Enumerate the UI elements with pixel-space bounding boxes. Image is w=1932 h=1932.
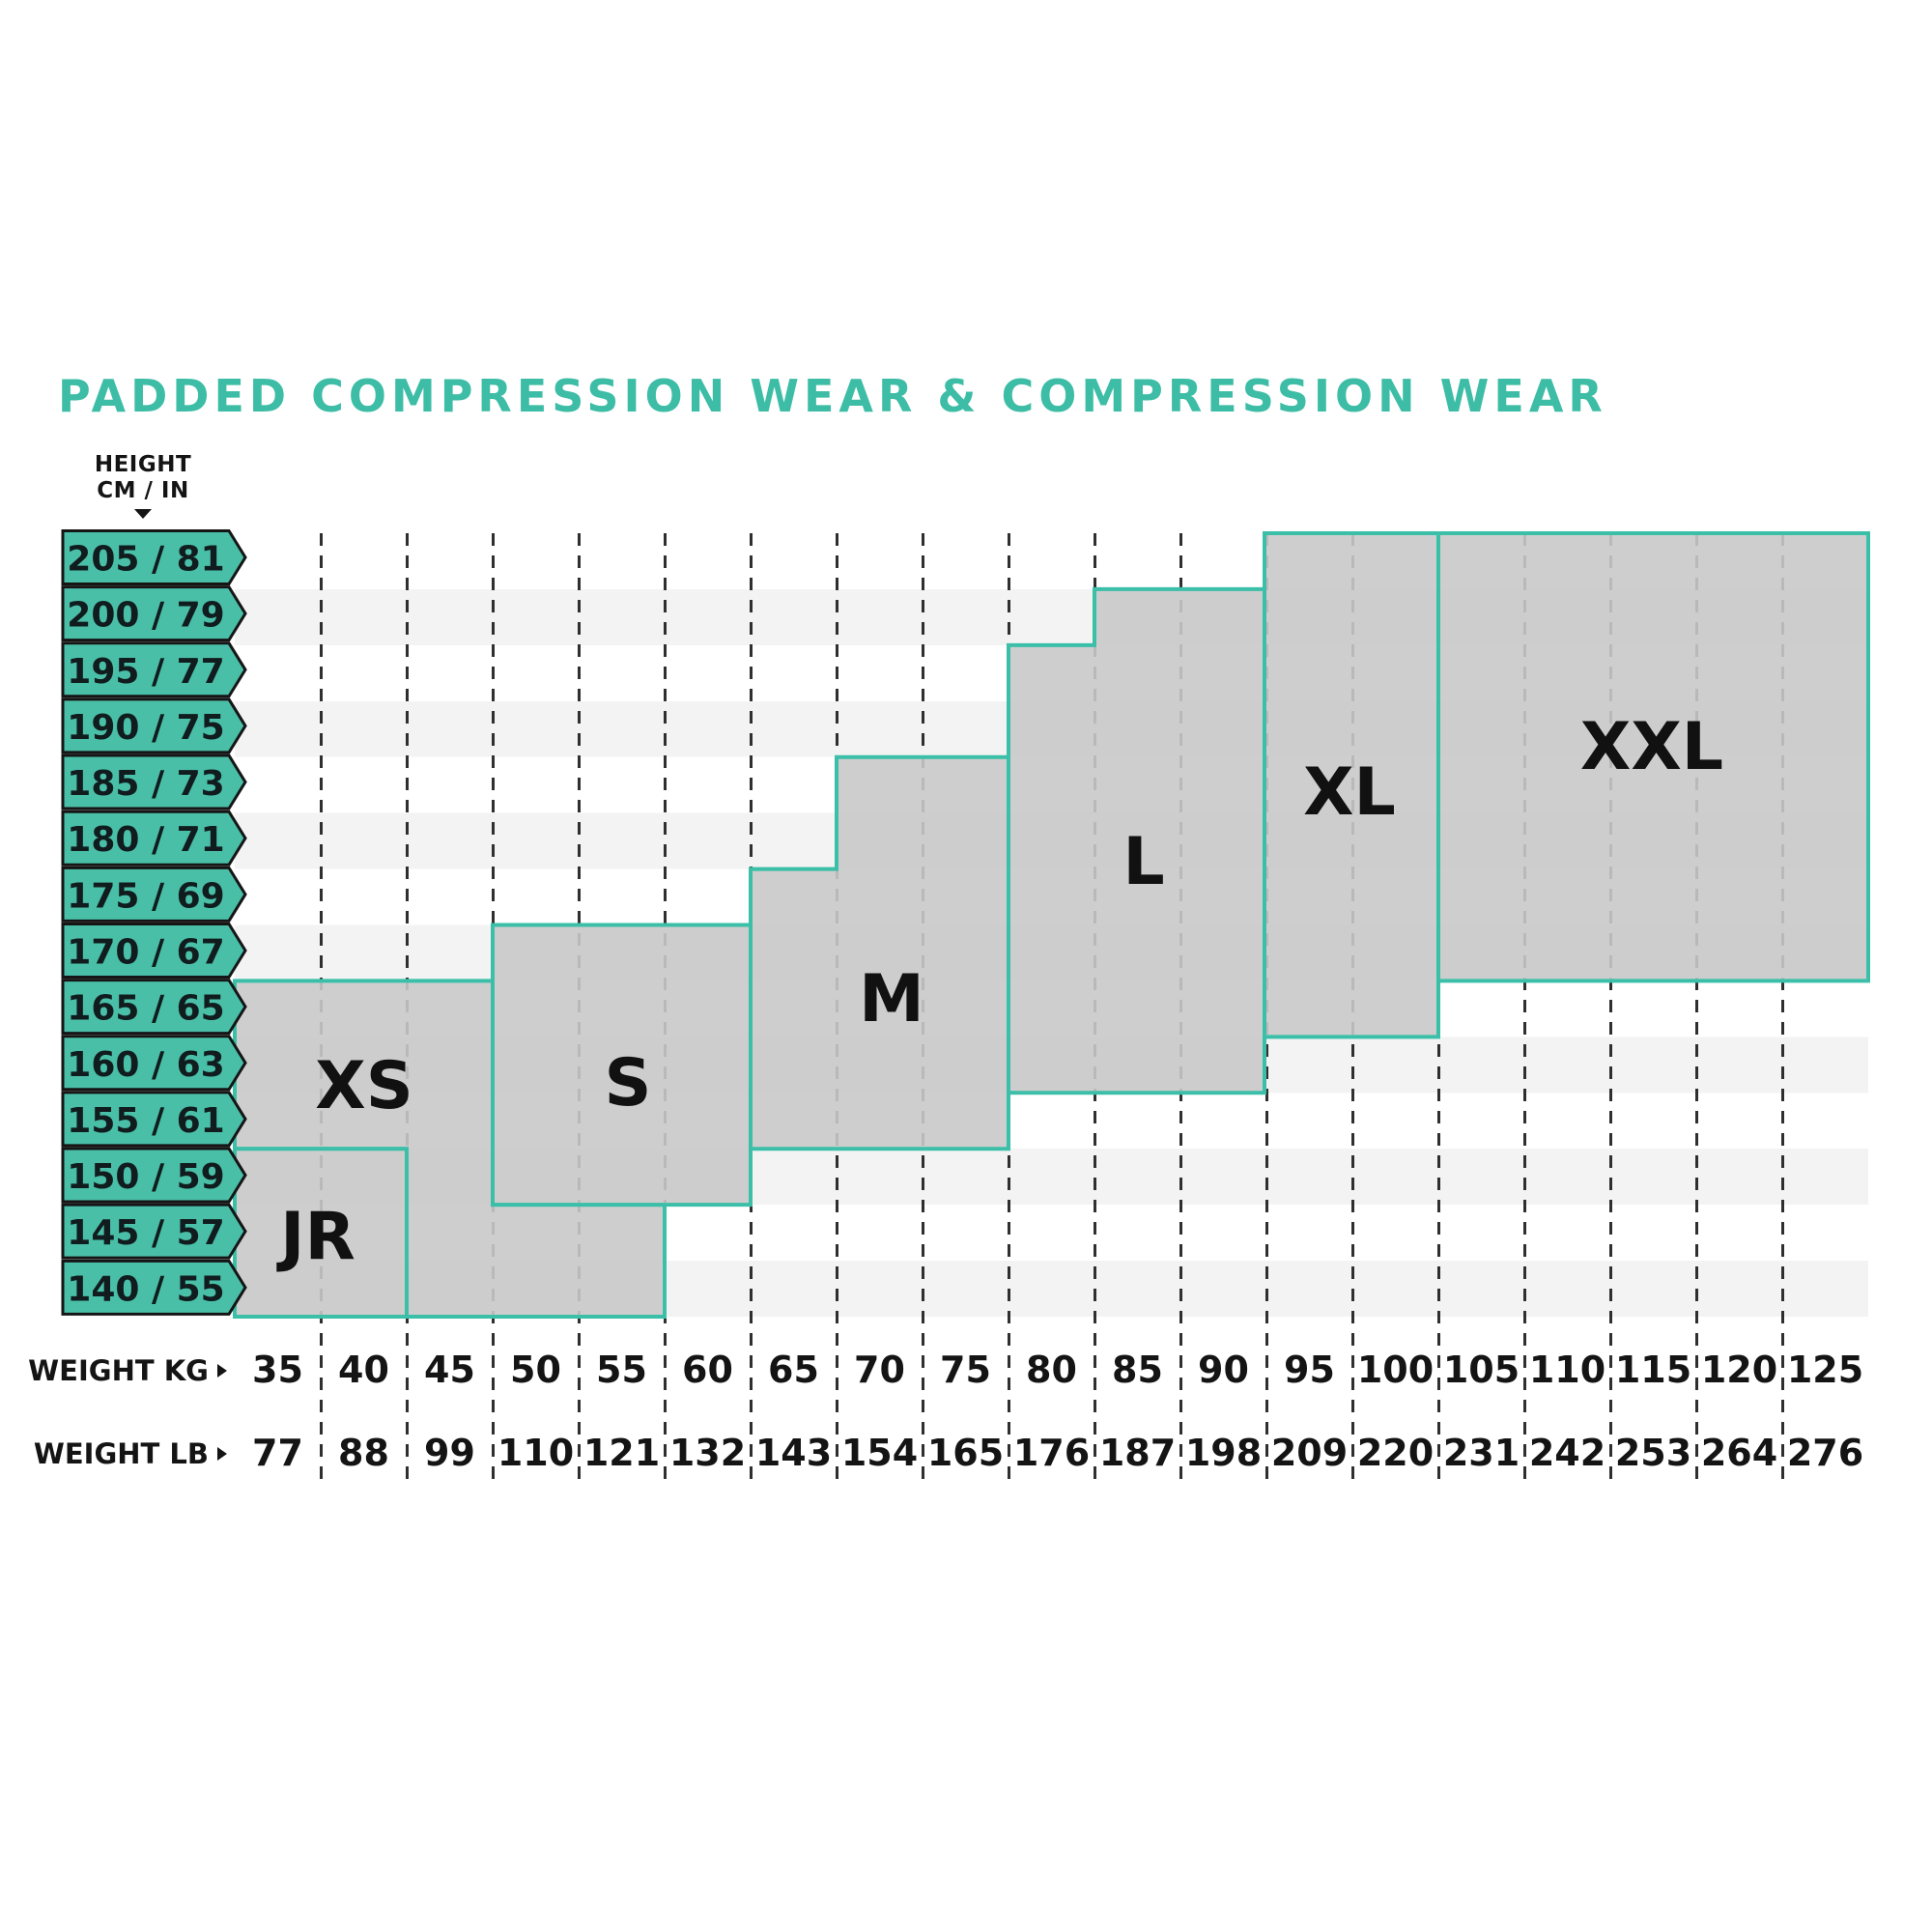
weight-lb-value: 99 — [424, 1432, 475, 1474]
height-badge-label: 175 / 69 — [67, 876, 224, 916]
height-badge-label: 180 / 71 — [67, 820, 224, 860]
weight-kg-value: 55 — [596, 1349, 647, 1391]
size-region-label-l: L — [1122, 824, 1164, 900]
weight-lb-value: 165 — [926, 1432, 1005, 1474]
weight-kg-value: 125 — [1786, 1349, 1864, 1391]
size-region-label-xl: XL — [1303, 754, 1396, 831]
height-badge — [61, 1091, 247, 1148]
chart-area: XS JR S M L XL XXL — [233, 531, 1870, 1485]
weight-lb-value: 110 — [497, 1432, 575, 1474]
weight-kg-value: 75 — [940, 1349, 991, 1391]
weight-kg-value: 105 — [1442, 1349, 1520, 1391]
weight-kg-value: 65 — [768, 1349, 819, 1391]
weight-lb-value: 88 — [338, 1432, 389, 1474]
height-badge — [61, 753, 247, 810]
weight-lb-value: 121 — [582, 1432, 661, 1474]
weight-kg-value: 120 — [1700, 1349, 1778, 1391]
weight-kg-value: 90 — [1198, 1349, 1249, 1391]
height-badge — [61, 585, 247, 642]
weight-lb-value: 176 — [1012, 1432, 1091, 1474]
height-badge-label: 195 / 77 — [67, 652, 224, 692]
weight-lb-value: 187 — [1098, 1432, 1177, 1474]
weight-lb-value: 253 — [1614, 1432, 1692, 1474]
weight-kg-value: 70 — [854, 1349, 905, 1391]
weight-lb-value: 276 — [1786, 1432, 1864, 1474]
weight-lb-value: 77 — [252, 1432, 303, 1474]
height-badge-label: 190 / 75 — [67, 708, 224, 748]
weight-kg-value: 35 — [252, 1349, 303, 1391]
weight-kg-value: 45 — [424, 1349, 475, 1391]
height-badge — [61, 979, 247, 1036]
height-badge — [61, 866, 247, 923]
size-region-label-s: S — [605, 1045, 652, 1122]
right-arrow-icon — [217, 1364, 227, 1378]
weight-kg-label-text: WEIGHT KG — [28, 1354, 209, 1387]
height-badge — [61, 810, 247, 867]
weight-lb-value: 264 — [1700, 1432, 1778, 1474]
height-axis-title-line2: CM / IN — [97, 478, 189, 503]
weight-lb-value: 231 — [1442, 1432, 1520, 1474]
weight-lb-value: 209 — [1270, 1432, 1349, 1474]
height-badge — [61, 529, 247, 585]
weight-kg-value: 60 — [682, 1349, 733, 1391]
weight-kg-axis-label: WEIGHT KG — [28, 1354, 227, 1387]
height-badge — [61, 1259, 247, 1316]
down-arrow-icon — [134, 509, 152, 519]
height-badges-column: 205 / 81 200 / 79 195 / 77 190 / 75 185 / 73… — [61, 529, 247, 1316]
height-badge-label: 185 / 73 — [67, 764, 224, 804]
height-badge — [61, 1147, 247, 1204]
weight-kg-value: 110 — [1528, 1349, 1606, 1391]
weight-kg-value: 85 — [1112, 1349, 1163, 1391]
height-badge-label: 160 / 63 — [67, 1045, 224, 1085]
size-region-label-m: M — [859, 961, 924, 1037]
weight-lb-value: 143 — [754, 1432, 833, 1474]
weight-kg-value: 50 — [510, 1349, 561, 1391]
height-badge — [61, 641, 247, 698]
height-axis-header: HEIGHT CM / IN — [56, 452, 230, 519]
weight-lb-label-text: WEIGHT LB — [33, 1437, 209, 1470]
height-badge — [61, 697, 247, 754]
height-badge-label: 205 / 81 — [67, 540, 224, 580]
weight-kg-value: 40 — [338, 1349, 389, 1391]
weight-kg-value: 80 — [1026, 1349, 1077, 1391]
weight-kg-value: 100 — [1356, 1349, 1435, 1391]
height-badge — [61, 1035, 247, 1092]
weight-kg-value: 95 — [1284, 1349, 1335, 1391]
height-badge — [61, 922, 247, 979]
weight-lb-value: 198 — [1184, 1432, 1263, 1474]
size-regions-layer: XS JR S M L XL XXL — [233, 531, 1870, 1319]
height-badge — [61, 1203, 247, 1260]
weight-kg-value: 115 — [1614, 1349, 1692, 1391]
size-region-label-xxl: XXL — [1580, 709, 1723, 785]
size-region-label-jr: JR — [276, 1199, 355, 1275]
height-axis-title-line1: HEIGHT — [94, 452, 192, 477]
height-badge-label: 155 / 61 — [67, 1101, 224, 1141]
size-region-m — [749, 754, 1010, 1151]
weight-lb-axis-label: WEIGHT LB — [29, 1437, 227, 1470]
height-badge-label: 200 / 79 — [67, 596, 224, 636]
weight-lb-value: 132 — [668, 1432, 747, 1474]
right-arrow-icon — [217, 1447, 227, 1461]
weight-lb-value: 220 — [1356, 1432, 1435, 1474]
height-badge-label: 170 / 67 — [67, 932, 224, 972]
height-badge-label: 150 / 59 — [67, 1157, 224, 1197]
height-badge-label: 165 / 65 — [67, 989, 224, 1029]
height-badge-label: 140 / 55 — [67, 1269, 224, 1309]
size-region-label-xs: XS — [315, 1048, 412, 1124]
weight-lb-value: 154 — [840, 1432, 919, 1474]
weight-lb-value: 242 — [1528, 1432, 1606, 1474]
height-badge-label: 145 / 57 — [67, 1213, 224, 1253]
page-title: PADDED COMPRESSION WEAR & COMPRESSION WE… — [58, 370, 1607, 422]
weight-lb-row: 77 88 99 110 121 132 143 154 165 176 187 198 209 220 2… — [235, 1432, 1868, 1474]
weight-kg-row: 35 40 45 50 55 60 65 70 75 80 85 90 95 100 105 110 115 12… — [235, 1349, 1868, 1391]
